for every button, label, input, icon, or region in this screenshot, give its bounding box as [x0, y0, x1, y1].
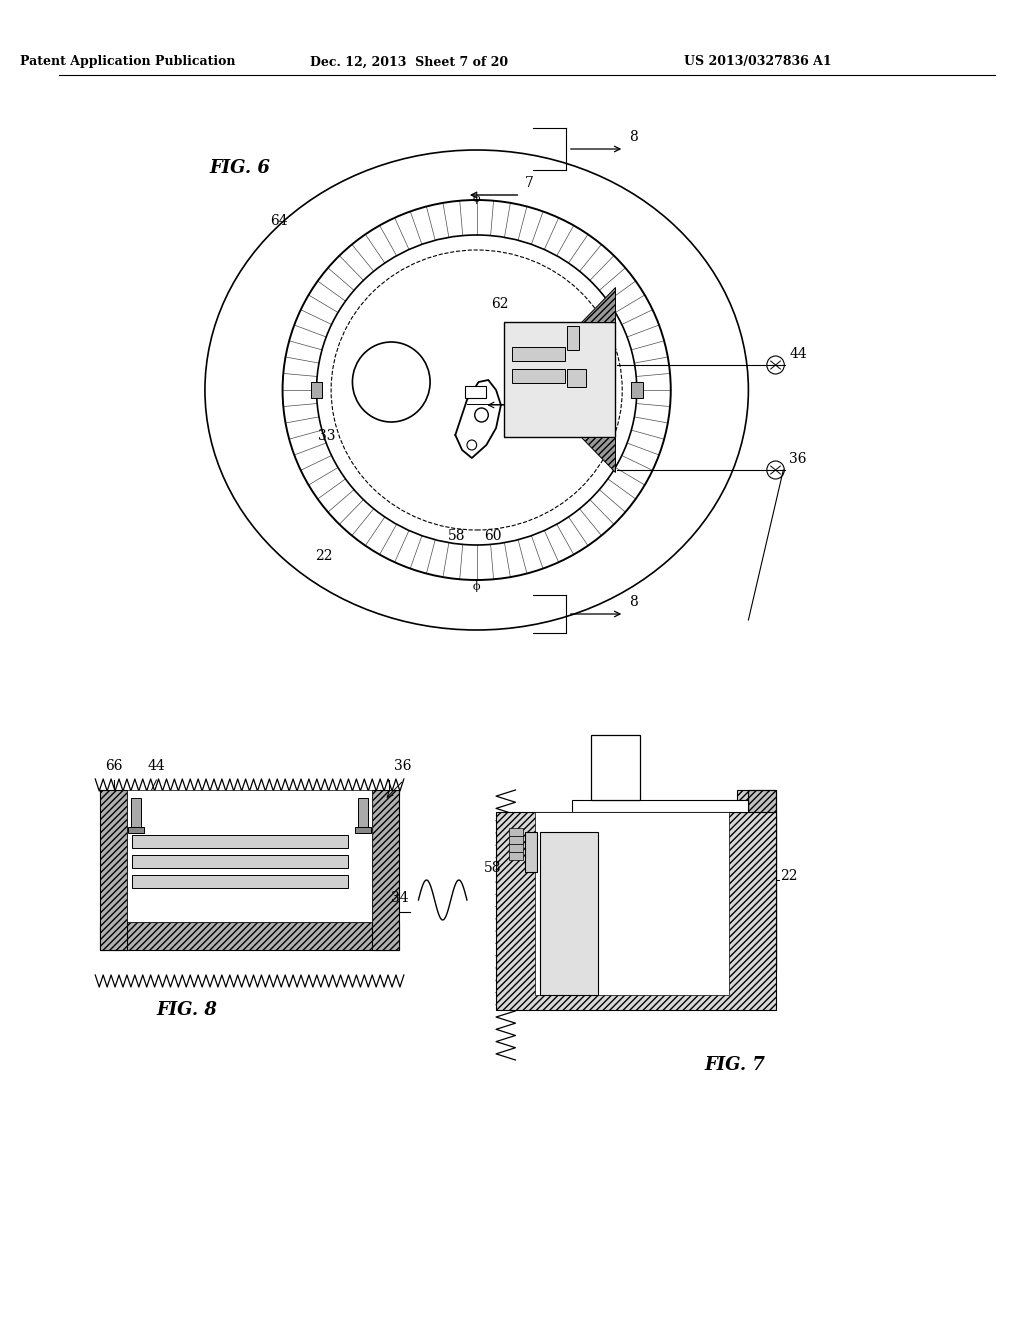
Polygon shape — [582, 437, 615, 473]
Text: 58: 58 — [447, 529, 465, 543]
Text: FIG. 8: FIG. 8 — [157, 1001, 217, 1019]
Text: 58: 58 — [483, 861, 501, 875]
Bar — [591, 735, 640, 800]
Text: 7: 7 — [525, 176, 535, 190]
Bar — [525, 832, 537, 873]
Text: 62: 62 — [539, 841, 556, 855]
Bar — [132, 836, 347, 847]
Text: 36: 36 — [606, 744, 625, 758]
Polygon shape — [582, 286, 615, 322]
Bar — [509, 836, 523, 843]
Text: ϕ: ϕ — [473, 581, 480, 591]
Bar — [132, 875, 347, 888]
Bar — [749, 789, 775, 970]
Bar — [509, 843, 523, 851]
Bar — [132, 855, 347, 869]
Bar — [504, 322, 615, 437]
Text: ϕ: ϕ — [473, 193, 480, 205]
Bar — [512, 347, 565, 360]
Text: 8: 8 — [629, 129, 638, 144]
Text: 60: 60 — [484, 529, 502, 543]
Text: 58: 58 — [147, 829, 165, 843]
Bar — [131, 799, 141, 833]
Bar — [372, 789, 399, 950]
Text: 66: 66 — [104, 759, 123, 774]
Text: 64: 64 — [269, 214, 288, 228]
Text: 60: 60 — [231, 891, 249, 906]
Text: 36: 36 — [790, 451, 807, 466]
Text: Dec. 12, 2013  Sheet 7 of 20: Dec. 12, 2013 Sheet 7 of 20 — [309, 55, 508, 69]
Text: 7: 7 — [517, 389, 525, 403]
Bar — [496, 812, 775, 1010]
Bar — [567, 326, 579, 350]
Bar — [100, 921, 399, 950]
Bar — [567, 370, 587, 387]
Bar — [100, 789, 127, 950]
Bar — [535, 812, 729, 995]
Bar — [310, 381, 323, 399]
Text: 36: 36 — [394, 759, 412, 774]
Bar — [571, 800, 749, 812]
Bar — [631, 381, 643, 399]
Bar — [540, 832, 598, 995]
Bar — [127, 789, 372, 921]
Text: 22: 22 — [315, 549, 333, 564]
Text: 34: 34 — [391, 891, 409, 906]
Bar — [355, 828, 371, 833]
Bar — [128, 828, 143, 833]
Bar — [512, 370, 565, 383]
Text: 62: 62 — [492, 297, 509, 312]
Text: US 2013/0327836 A1: US 2013/0327836 A1 — [684, 55, 831, 69]
Text: 34: 34 — [662, 979, 680, 993]
Bar — [736, 789, 749, 931]
Bar — [509, 828, 523, 836]
Text: 33: 33 — [318, 429, 336, 444]
Text: 8: 8 — [629, 595, 638, 609]
Text: 22: 22 — [780, 869, 798, 883]
Text: FIG. 6: FIG. 6 — [210, 158, 270, 177]
Text: 44: 44 — [147, 759, 165, 774]
Text: Patent Application Publication: Patent Application Publication — [19, 55, 236, 69]
Text: 60: 60 — [560, 979, 578, 993]
Text: FIG. 7: FIG. 7 — [705, 1056, 766, 1074]
Bar — [358, 799, 368, 833]
Text: 44: 44 — [790, 347, 807, 360]
Bar — [465, 385, 486, 399]
Text: 33: 33 — [707, 849, 724, 863]
Bar — [509, 851, 523, 861]
